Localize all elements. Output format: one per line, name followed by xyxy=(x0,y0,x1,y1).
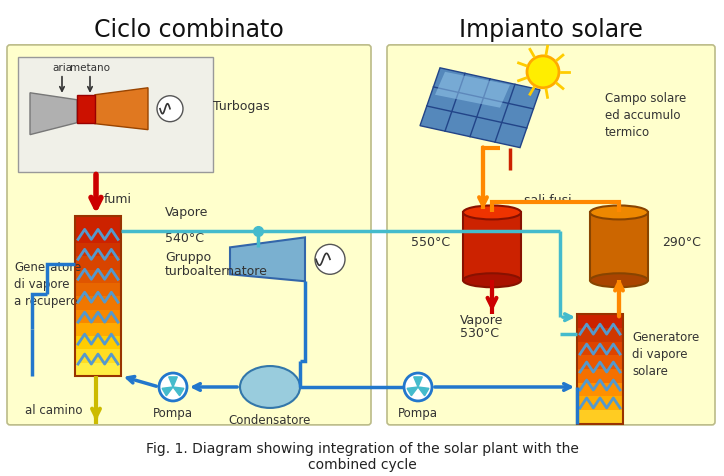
Text: Impianto solare: Impianto solare xyxy=(459,18,643,42)
Bar xyxy=(75,349,121,363)
Polygon shape xyxy=(435,72,510,108)
Text: 530°C: 530°C xyxy=(460,327,499,340)
FancyBboxPatch shape xyxy=(18,57,213,171)
Text: fumi: fumi xyxy=(104,193,132,206)
Circle shape xyxy=(527,56,559,88)
Text: turboalternatore: turboalternatore xyxy=(165,265,268,278)
Bar xyxy=(577,328,623,342)
Text: Campo solare
ed accumulo
termico: Campo solare ed accumulo termico xyxy=(605,92,686,139)
Text: Generatore
di vapore
a recupero: Generatore di vapore a recupero xyxy=(14,261,81,308)
Bar xyxy=(463,212,521,280)
Polygon shape xyxy=(173,387,184,396)
FancyBboxPatch shape xyxy=(387,45,715,425)
Text: Pompa: Pompa xyxy=(153,407,193,420)
Polygon shape xyxy=(413,377,422,387)
Text: Fig. 1. Diagram showing integration of the solar plant with the
combined cycle: Fig. 1. Diagram showing integration of t… xyxy=(146,442,578,472)
Bar xyxy=(75,217,121,230)
Bar xyxy=(75,363,121,377)
Bar xyxy=(75,257,121,270)
Polygon shape xyxy=(162,387,173,396)
Polygon shape xyxy=(407,387,418,396)
Bar xyxy=(75,283,121,297)
Ellipse shape xyxy=(590,206,648,219)
Bar xyxy=(75,323,121,337)
Bar xyxy=(577,410,623,425)
Text: 290°C: 290°C xyxy=(662,236,701,249)
Circle shape xyxy=(404,373,432,401)
Bar xyxy=(75,336,121,350)
Polygon shape xyxy=(95,88,148,129)
Text: metano: metano xyxy=(70,63,110,73)
Bar xyxy=(577,397,623,411)
Text: Pompa: Pompa xyxy=(398,407,438,420)
Text: sali fusi: sali fusi xyxy=(524,195,572,208)
Text: Gruppo: Gruppo xyxy=(165,251,211,264)
Polygon shape xyxy=(230,238,305,281)
Ellipse shape xyxy=(463,206,521,219)
Bar xyxy=(577,342,623,356)
Text: Turbogas: Turbogas xyxy=(213,100,269,113)
Bar xyxy=(577,314,623,328)
Text: Condensatore: Condensatore xyxy=(229,414,311,427)
Bar xyxy=(75,243,121,257)
Ellipse shape xyxy=(463,273,521,287)
Ellipse shape xyxy=(590,273,648,287)
Bar xyxy=(590,212,648,280)
Bar xyxy=(75,269,121,283)
Polygon shape xyxy=(30,93,77,135)
Bar xyxy=(577,314,623,424)
Text: Vapore: Vapore xyxy=(460,314,503,327)
Text: 540°C: 540°C xyxy=(165,232,204,246)
Bar xyxy=(77,95,95,123)
Text: aria: aria xyxy=(52,63,72,73)
Text: al camino: al camino xyxy=(25,404,83,417)
Bar xyxy=(577,369,623,383)
Bar xyxy=(577,383,623,397)
Circle shape xyxy=(159,373,187,401)
Polygon shape xyxy=(169,377,177,387)
Bar xyxy=(75,230,121,244)
Text: Ciclo combinato: Ciclo combinato xyxy=(94,18,284,42)
Bar xyxy=(75,309,121,323)
Ellipse shape xyxy=(240,366,300,408)
Circle shape xyxy=(157,96,183,122)
Bar xyxy=(75,296,121,310)
Text: Vapore: Vapore xyxy=(165,207,209,219)
Text: 550°C: 550°C xyxy=(411,236,450,249)
Text: Generatore
di vapore
solare: Generatore di vapore solare xyxy=(632,330,699,377)
Polygon shape xyxy=(420,68,540,148)
Bar xyxy=(577,355,623,369)
Bar xyxy=(75,217,121,376)
Circle shape xyxy=(315,244,345,274)
Polygon shape xyxy=(418,387,429,396)
FancyBboxPatch shape xyxy=(7,45,371,425)
